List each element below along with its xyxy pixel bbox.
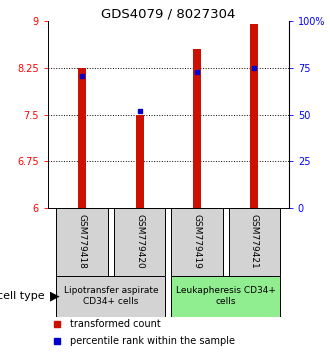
Text: GSM779418: GSM779418 [78,215,87,269]
Bar [250,24,258,208]
Bar [136,115,144,208]
Bar [114,208,165,276]
Title: GDS4079 / 8027304: GDS4079 / 8027304 [101,7,236,20]
Bar [171,276,280,316]
Text: Lipotransfer aspirate
CD34+ cells: Lipotransfer aspirate CD34+ cells [64,286,158,306]
Text: percentile rank within the sample: percentile rank within the sample [70,336,235,346]
Bar [171,208,223,276]
Text: GSM779419: GSM779419 [192,215,202,269]
Bar [56,276,165,316]
Text: transformed count: transformed count [70,319,160,329]
Text: Leukapheresis CD34+
cells: Leukapheresis CD34+ cells [176,286,276,306]
Bar [56,208,108,276]
Text: cell type: cell type [0,291,45,301]
Text: ▶: ▶ [50,290,59,303]
Bar [228,208,280,276]
Text: GSM779421: GSM779421 [250,215,259,269]
Bar [78,68,86,208]
Bar [193,49,201,208]
Text: GSM779420: GSM779420 [135,215,144,269]
